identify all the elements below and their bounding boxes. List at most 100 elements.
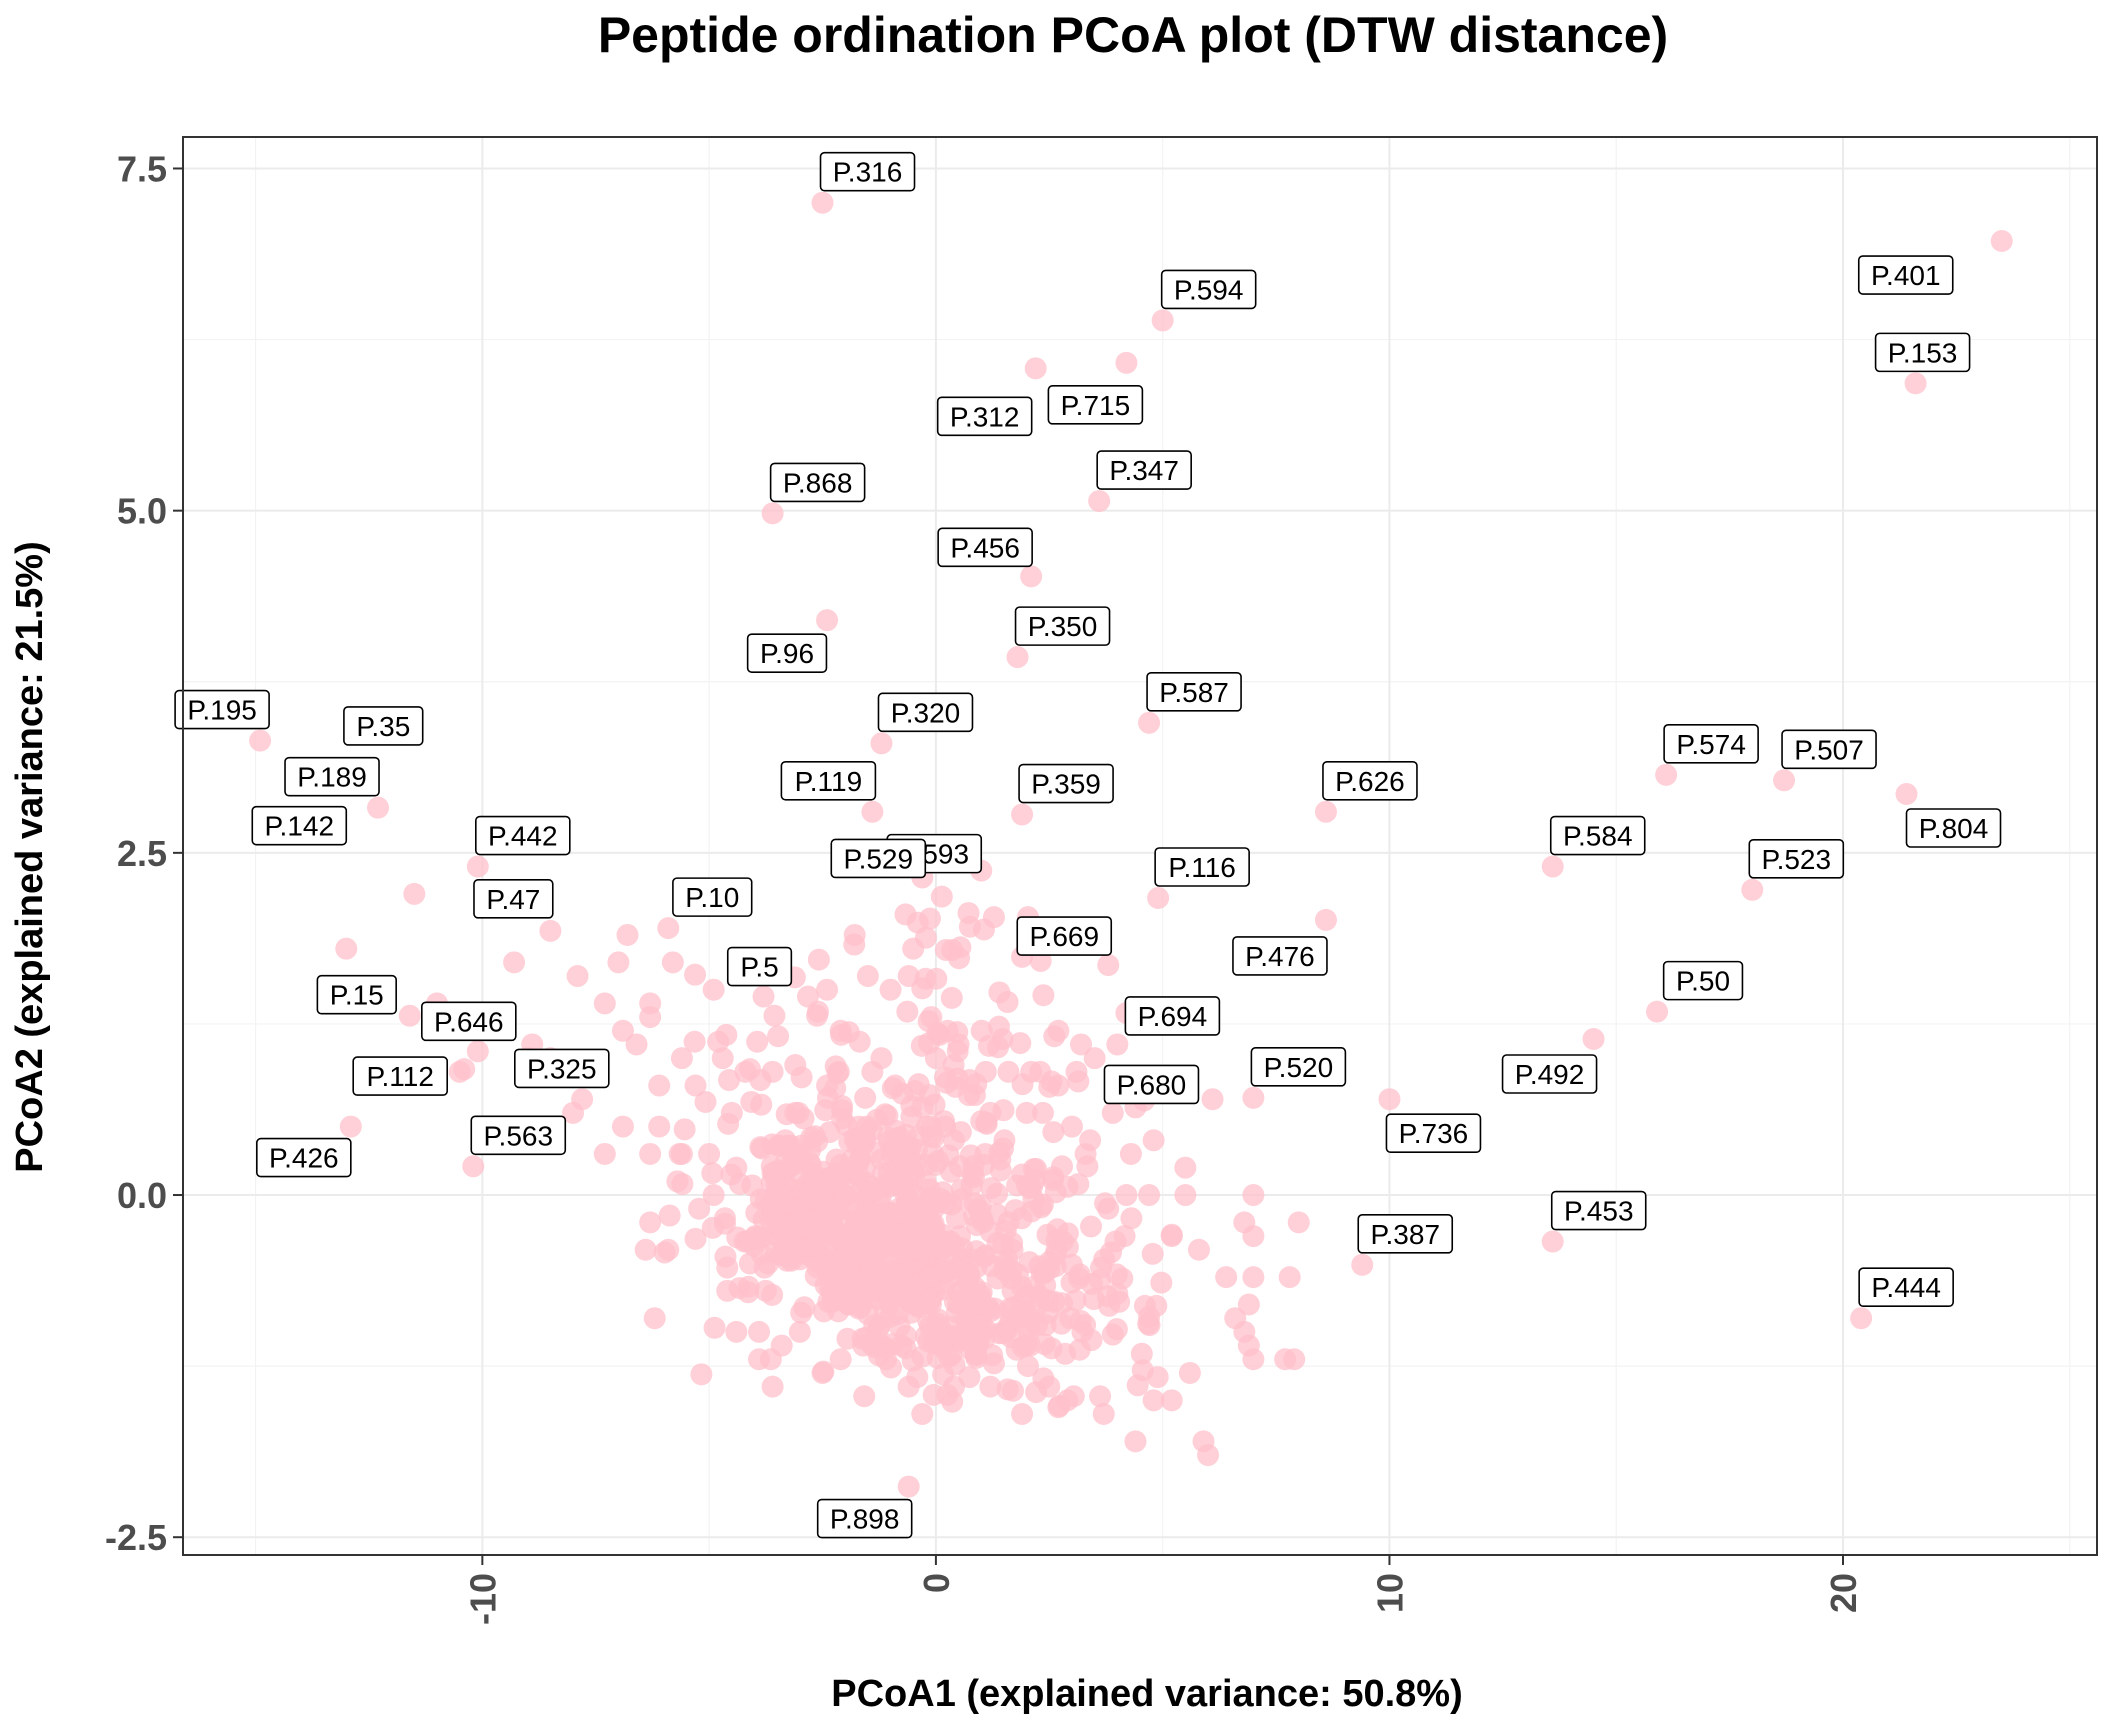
point-label: P.680 — [1103, 1064, 1200, 1105]
x-tick-label: 0 — [916, 1573, 957, 1593]
point-label-text: P.387 — [1370, 1219, 1440, 1250]
data-point — [974, 1060, 997, 1083]
data-point — [639, 1211, 662, 1234]
point-label-box — [1857, 255, 1954, 295]
point-label-box — [830, 838, 927, 879]
point-label-box — [1047, 385, 1144, 425]
data-point — [749, 1136, 772, 1159]
data-point — [979, 1375, 1002, 1398]
point-label: P.584 — [1549, 815, 1646, 856]
point-label-box — [1160, 269, 1257, 310]
data-point — [1015, 1101, 1038, 1124]
data-point — [806, 1000, 829, 1023]
point-label: P.646 — [421, 1001, 517, 1042]
data-point — [930, 885, 953, 908]
data-point — [943, 1375, 966, 1398]
point-label-box — [470, 1115, 567, 1156]
data-point — [897, 965, 920, 988]
data-point — [980, 1177, 1003, 1200]
data-point — [943, 1353, 966, 1376]
y-axis-title: PCoA2 (explained variance: 21.5%) — [9, 541, 51, 1172]
data-point — [716, 1256, 739, 1279]
point-label: P.195 — [174, 689, 270, 730]
point-label-box — [819, 151, 916, 192]
data-point — [948, 947, 971, 970]
point-label-text: P.694 — [1138, 1001, 1208, 1032]
point-label-box — [877, 692, 974, 733]
point-label-box — [284, 756, 380, 797]
data-point — [958, 915, 981, 938]
point-label-box — [1146, 672, 1242, 712]
data-point — [767, 1025, 790, 1048]
data-point — [1080, 1329, 1103, 1352]
data-point — [761, 1375, 784, 1398]
data-point — [982, 906, 1005, 929]
x-tick-label: -10 — [462, 1573, 503, 1625]
data-point — [673, 1118, 696, 1141]
data-point — [902, 937, 925, 960]
x-tick-label: 10 — [1369, 1573, 1410, 1613]
point-label-text: P.520 — [1264, 1052, 1334, 1083]
point-label: P.350 — [1014, 606, 1111, 646]
data-point — [891, 1164, 914, 1187]
data-point — [958, 1069, 981, 1092]
data-point — [1101, 1101, 1124, 1124]
point-label: P.316 — [819, 151, 916, 192]
data-point — [754, 1279, 777, 1302]
labeled-data-point — [1088, 490, 1111, 513]
point-label-box — [1014, 606, 1111, 646]
data-point — [648, 1115, 671, 1138]
point-label-text: P.715 — [1061, 390, 1131, 421]
data-point — [1142, 1129, 1165, 1152]
y-tick-label: -2.5 — [105, 1517, 167, 1558]
data-point — [1224, 1307, 1247, 1330]
data-point — [939, 1160, 962, 1183]
point-label: P.112 — [352, 1056, 449, 1096]
point-label-box — [475, 815, 571, 856]
point-label-box — [1550, 1190, 1647, 1231]
data-point — [670, 1047, 693, 1070]
data-point — [648, 1074, 671, 1097]
labeled-data-point — [752, 985, 775, 1008]
point-label: P.116 — [1154, 847, 1250, 887]
data-point — [1060, 1115, 1083, 1138]
data-point — [684, 1074, 707, 1097]
data-point — [1287, 1211, 1310, 1234]
data-point — [1138, 1184, 1161, 1207]
point-label: P.426 — [256, 1137, 352, 1178]
data-point — [829, 1019, 852, 1042]
data-point — [611, 1019, 634, 1042]
point-label-text: P.444 — [1871, 1272, 1941, 1303]
point-label-text: P.563 — [483, 1120, 553, 1151]
data-point — [1036, 1301, 1059, 1324]
data-point — [831, 1246, 854, 1269]
data-point — [1097, 1197, 1120, 1220]
data-point — [853, 1158, 876, 1181]
data-point — [748, 1320, 771, 1343]
point-label: P.898 — [816, 1498, 913, 1539]
data-point — [688, 1197, 711, 1220]
point-label-text: P.626 — [1335, 766, 1405, 797]
point-label: P.736 — [1385, 1113, 1482, 1154]
labeled-data-point — [398, 1004, 421, 1027]
point-label-text: P.584 — [1563, 821, 1633, 852]
data-point — [897, 1375, 920, 1398]
data-point — [1141, 1242, 1164, 1265]
labeled-data-point — [367, 796, 390, 819]
point-label-box — [352, 1056, 449, 1096]
point-labels: P.316 P.401 P.594 P.312 P.715 P.153 P.347 P.868… — [174, 151, 2002, 1539]
data-point — [1215, 1266, 1238, 1289]
point-label: P.507 — [1781, 729, 1877, 770]
labeled-data-point — [403, 882, 426, 905]
data-point — [750, 1226, 773, 1249]
point-label-text: P.10 — [685, 882, 739, 913]
point-label-text: P.804 — [1919, 813, 1989, 844]
data-point — [737, 1275, 760, 1298]
data-point — [1142, 1389, 1165, 1412]
labeled-data-point — [539, 919, 562, 942]
data-point — [996, 991, 1019, 1014]
data-point — [854, 1086, 877, 1109]
point-label-text: P.350 — [1028, 611, 1098, 642]
data-point — [1160, 1389, 1183, 1412]
